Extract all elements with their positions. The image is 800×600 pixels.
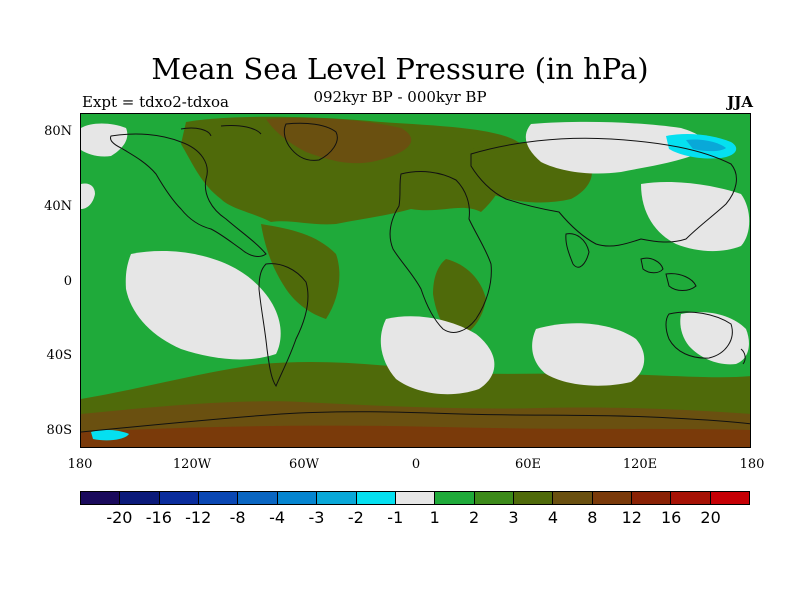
lon-label-120w: 120W bbox=[172, 457, 212, 472]
colorbar-label-4: -4 bbox=[269, 508, 286, 527]
lat-label-40s: 40S bbox=[46, 348, 72, 363]
pressure-map bbox=[81, 114, 750, 447]
lat-label-0: 0 bbox=[63, 274, 72, 289]
colorbar-box-8 bbox=[395, 492, 436, 504]
colorbar-label-13: 12 bbox=[621, 508, 642, 527]
lat-label-80n: 80N bbox=[44, 124, 72, 139]
coastlines bbox=[81, 122, 750, 433]
colorbar-label-14: 16 bbox=[660, 508, 682, 527]
colorbar-label-6: -2 bbox=[347, 508, 364, 527]
asia-gray bbox=[641, 182, 750, 252]
lat-label-80s: 80S bbox=[46, 423, 72, 438]
north-atlantic-olive-region bbox=[181, 116, 521, 225]
colorbar-label-10: 3 bbox=[508, 508, 519, 527]
colorbar-label-2: -12 bbox=[185, 508, 212, 527]
north-atlantic-brown-core bbox=[266, 117, 412, 164]
western-atlantic-gray bbox=[81, 183, 95, 209]
arctic-gray bbox=[525, 121, 708, 174]
colorbar-box-4 bbox=[238, 492, 278, 504]
tropical-atlantic-olive bbox=[261, 224, 340, 319]
colorbar-box-14 bbox=[632, 492, 672, 504]
colorbar-box-5 bbox=[277, 492, 318, 504]
colorbar-box-3 bbox=[199, 492, 239, 504]
colorbar-box-2 bbox=[159, 492, 200, 504]
plot-subtitle: 092kyr BP - 000kyr BP bbox=[313, 88, 487, 106]
colorbar-label-0: -20 bbox=[106, 508, 133, 527]
colorbar-box-10 bbox=[474, 492, 514, 504]
colorbar-box-1 bbox=[120, 492, 160, 504]
antarctic-darkbrown-band bbox=[81, 425, 750, 447]
lon-label-60w: 60W bbox=[289, 457, 319, 472]
colorbar-box-16 bbox=[710, 492, 750, 504]
colorbar-label-9: 2 bbox=[469, 508, 480, 527]
lon-label-180e: 180 bbox=[739, 457, 765, 472]
colorbar-box-13 bbox=[592, 492, 633, 504]
colorbar-box-12 bbox=[553, 492, 593, 504]
colorbar bbox=[80, 491, 750, 505]
siberia-blue-core bbox=[686, 139, 726, 152]
north-pacific-gray bbox=[81, 123, 128, 157]
colorbar-label-8: 1 bbox=[429, 508, 440, 527]
southwest-cyan-patch bbox=[91, 429, 129, 441]
south-indian-gray bbox=[532, 323, 645, 386]
colorbar-label-3: -8 bbox=[229, 508, 246, 527]
season-label: JJA bbox=[727, 93, 753, 111]
lon-label-180w: 180 bbox=[67, 457, 93, 472]
plot-title: Mean Sea Level Pressure (in hPa) bbox=[151, 52, 649, 86]
colorbar-box-6 bbox=[317, 492, 357, 504]
colorbar-label-5: -3 bbox=[308, 508, 325, 527]
colorbar-label-7: -1 bbox=[387, 508, 404, 527]
map-panel bbox=[80, 113, 751, 448]
colorbar-label-15: 20 bbox=[700, 508, 721, 527]
colorbar-label-12: 8 bbox=[587, 508, 598, 527]
lat-label-40n: 40N bbox=[44, 199, 72, 214]
colorbar-box-0 bbox=[81, 492, 121, 504]
south-atlantic-gray bbox=[380, 316, 495, 395]
experiment-label: Expt = tdxo2-tdxoa bbox=[82, 93, 229, 111]
colorbar-box-7 bbox=[356, 492, 396, 504]
lon-label-0: 0 bbox=[411, 457, 421, 472]
lon-label-60e: 60E bbox=[514, 457, 542, 472]
south-pacific-gray bbox=[125, 251, 281, 360]
colorbar-box-15 bbox=[671, 492, 711, 504]
africa-olive-region bbox=[433, 259, 486, 339]
colorbar-label-1: -16 bbox=[145, 508, 172, 527]
colorbar-label-11: 4 bbox=[547, 508, 559, 527]
lon-label-120e: 120E bbox=[622, 457, 658, 472]
colorbar-box-11 bbox=[513, 492, 554, 504]
colorbar-box-9 bbox=[435, 492, 475, 504]
